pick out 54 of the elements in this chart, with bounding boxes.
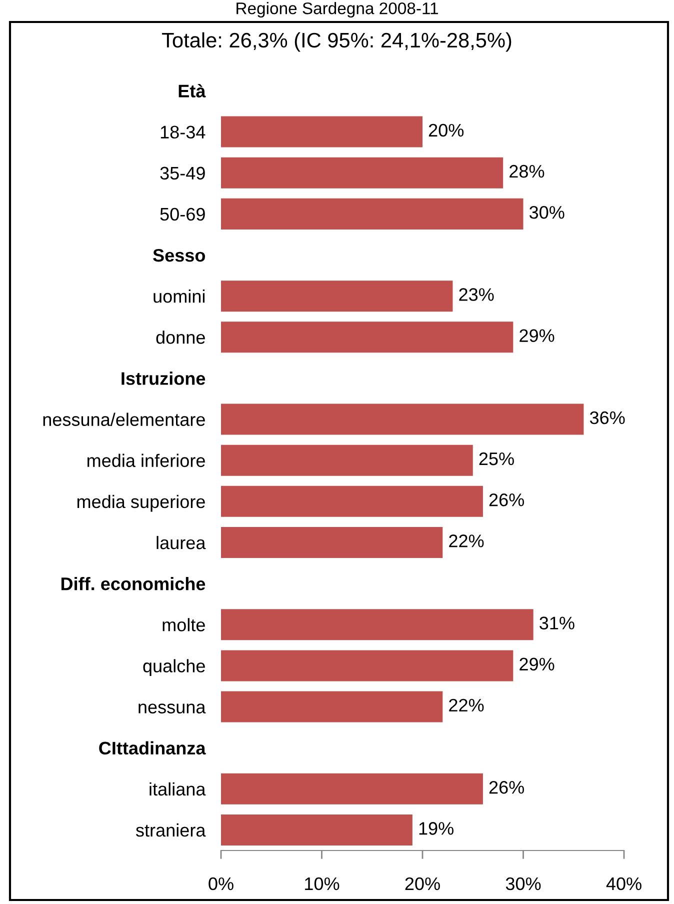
x-tick-label: 20% bbox=[405, 877, 440, 890]
x-tick-label: 10% bbox=[305, 877, 340, 890]
y-tick-label: straniera bbox=[136, 823, 206, 837]
data-label: 19% bbox=[419, 822, 454, 835]
chart-title: Regione Sardegna 2008-11 bbox=[236, 2, 438, 18]
bar bbox=[221, 486, 483, 517]
y-tick-label: donne bbox=[156, 330, 205, 344]
y-tick-label: media inferiore bbox=[88, 454, 205, 468]
bar bbox=[221, 116, 422, 148]
data-label: 26% bbox=[489, 780, 524, 794]
y-tick-label: uomini bbox=[154, 290, 205, 303]
y-tick-label: CIttadinanza bbox=[99, 741, 206, 755]
y-tick-label: Diff. economiche bbox=[61, 577, 206, 590]
y-tick-label: laurea bbox=[156, 536, 206, 550]
y-tick-label: nessuna bbox=[138, 704, 206, 714]
data-label: 31% bbox=[540, 616, 574, 630]
y-tick-label: qualche bbox=[143, 659, 205, 676]
data-label: 29% bbox=[520, 658, 554, 671]
data-label: 23% bbox=[459, 288, 494, 301]
y-tick-label: 35-49 bbox=[160, 166, 205, 180]
data-label: 36% bbox=[590, 411, 625, 424]
y-tick-label: 18-34 bbox=[160, 126, 206, 139]
x-tick-label: 40% bbox=[606, 877, 642, 890]
bar bbox=[221, 650, 514, 682]
data-label: 28% bbox=[510, 164, 544, 178]
bar bbox=[221, 404, 584, 435]
y-tick-label: nessuna/elementare bbox=[43, 412, 205, 426]
y-tick-label: molte bbox=[162, 618, 205, 632]
y-tick-label: 50-69 bbox=[160, 208, 205, 221]
data-label: 26% bbox=[489, 493, 524, 506]
bar bbox=[221, 322, 514, 353]
y-tick-label: Istruzione bbox=[122, 372, 206, 385]
bar bbox=[221, 444, 473, 476]
data-label: 22% bbox=[449, 534, 484, 548]
y-tick-label: Età bbox=[178, 84, 206, 98]
data-label: 20% bbox=[428, 124, 464, 137]
chart-subtitle: Totale: 26,3% (IC 95%: 24,1%-28,5%) bbox=[162, 32, 512, 52]
bar bbox=[221, 691, 443, 722]
bar bbox=[221, 526, 443, 558]
bar bbox=[221, 198, 524, 230]
x-tick-label: 30% bbox=[506, 877, 541, 890]
y-tick-label: media superiore bbox=[77, 494, 205, 512]
bar bbox=[221, 157, 504, 188]
y-tick-label: italiana bbox=[150, 782, 206, 796]
data-label: 25% bbox=[479, 452, 514, 466]
y-tick-label: Sesso bbox=[153, 248, 206, 262]
bar bbox=[221, 280, 453, 312]
data-label: 29% bbox=[520, 329, 554, 342]
data-label: 22% bbox=[449, 698, 484, 712]
x-tick-label: 0% bbox=[208, 877, 234, 890]
bar bbox=[221, 609, 534, 640]
data-label: 30% bbox=[529, 206, 564, 219]
bar bbox=[221, 814, 412, 846]
bar bbox=[221, 773, 483, 804]
